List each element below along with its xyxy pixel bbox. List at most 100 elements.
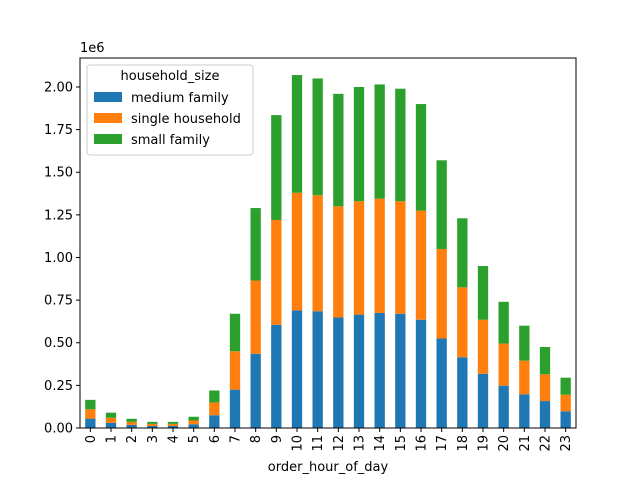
bar-small-family-17 <box>436 160 447 249</box>
legend-label-small-family: small family <box>131 133 210 148</box>
bar-medium-family-16 <box>415 319 427 428</box>
bar-single-household-18 <box>457 287 468 358</box>
y-tick-label: 1.75 <box>44 123 73 138</box>
x-tick-label: 5 <box>187 435 202 443</box>
bar-small-family-5 <box>188 416 199 421</box>
x-tick-label: 21 <box>518 435 533 452</box>
bar-single-household-3 <box>147 423 158 426</box>
x-tick-label: 9 <box>270 435 285 443</box>
bar-single-household-9 <box>271 219 282 325</box>
bar-small-family-12 <box>333 93 344 207</box>
bar-small-family-20 <box>498 301 509 344</box>
bar-medium-family-4 <box>167 425 179 428</box>
legend-swatch-single-household <box>94 113 122 123</box>
x-tick-label: 11 <box>311 435 326 452</box>
bar-medium-family-15 <box>395 313 406 428</box>
bar-single-household-10 <box>291 192 303 311</box>
x-tick-label: 17 <box>435 435 450 452</box>
bar-medium-family-19 <box>477 373 489 428</box>
x-tick-label: 12 <box>332 435 347 452</box>
bar-medium-family-2 <box>126 424 137 428</box>
x-tick-label: 8 <box>249 435 264 443</box>
bar-small-family-22 <box>539 347 551 375</box>
bar-medium-family-12 <box>333 317 344 428</box>
bar-single-household-5 <box>188 420 199 425</box>
bar-small-family-1 <box>105 412 117 418</box>
bar-small-family-16 <box>415 104 427 211</box>
y-tick-label: 2.00 <box>44 80 73 95</box>
bar-medium-family-10 <box>291 310 303 428</box>
legend: household_size medium family single house… <box>86 64 254 156</box>
bar-single-household-11 <box>312 195 323 312</box>
bar-small-family-3 <box>147 421 158 424</box>
bar-medium-family-20 <box>498 385 509 428</box>
legend-frame <box>86 64 254 156</box>
x-tick-label: 14 <box>373 435 388 452</box>
x-tick-label: 6 <box>208 435 223 443</box>
bar-small-family-9 <box>271 115 282 220</box>
bar-single-household-14 <box>374 198 385 313</box>
bar-medium-family-22 <box>539 401 551 428</box>
x-tick-label: 0 <box>84 435 99 443</box>
bar-single-household-4 <box>167 423 179 426</box>
bar-medium-family-11 <box>312 311 323 428</box>
bar-medium-family-3 <box>147 425 158 428</box>
bar-medium-family-8 <box>250 353 261 428</box>
bar-small-family-0 <box>85 399 96 410</box>
bar-single-household-15 <box>395 201 406 314</box>
bar-small-family-23 <box>560 377 571 395</box>
bar-small-family-8 <box>250 208 261 281</box>
x-tick-label: 10 <box>291 435 306 452</box>
x-tick-label: 20 <box>497 435 512 452</box>
y-tick-label: 0.00 <box>44 422 73 437</box>
bar-small-family-21 <box>519 325 530 361</box>
bar-small-family-19 <box>477 266 489 320</box>
bar-small-family-2 <box>126 418 137 422</box>
y-tick-label: 0.50 <box>44 336 73 351</box>
bar-small-family-13 <box>353 86 365 202</box>
bar-single-household-0 <box>85 409 96 419</box>
x-tick-label: 18 <box>456 435 471 452</box>
bar-single-household-21 <box>519 360 530 395</box>
bar-single-household-8 <box>250 280 261 354</box>
bar-medium-family-9 <box>271 324 282 428</box>
bar-medium-family-1 <box>105 422 117 428</box>
bar-single-household-19 <box>477 319 489 374</box>
bar-medium-family-14 <box>374 312 385 428</box>
bar-medium-family-0 <box>85 418 96 428</box>
bar-single-household-22 <box>539 374 551 402</box>
y-tick-label: 1.00 <box>44 251 73 266</box>
bar-medium-family-13 <box>353 314 365 428</box>
bar-single-household-12 <box>333 206 344 318</box>
x-tick-label: 16 <box>415 435 430 452</box>
bar-single-household-2 <box>126 421 137 425</box>
bar-small-family-7 <box>229 313 241 352</box>
bar-single-household-16 <box>415 210 427 320</box>
y-tick-label: 1.25 <box>44 208 73 223</box>
y-tick-label: 0.25 <box>44 379 73 394</box>
bar-small-family-18 <box>457 218 468 288</box>
bar-small-family-10 <box>291 75 303 193</box>
bar-medium-family-18 <box>457 357 468 428</box>
legend-title: household_size <box>121 69 220 84</box>
bars-layer <box>85 75 571 428</box>
bar-medium-family-21 <box>519 394 530 428</box>
legend-label-medium-family: medium family <box>131 91 229 106</box>
axes-layer: 0.00 0.25 0.50 0.75 1.00 1.25 1.50 1.75 2.00 0 1 2 3… <box>44 57 577 452</box>
y-tick-label: 1.50 <box>44 166 73 181</box>
bar-medium-family-7 <box>229 389 241 428</box>
x-tick-label: 3 <box>146 435 161 443</box>
y-scale-label: 1e6 <box>80 41 105 56</box>
bar-small-family-4 <box>167 421 179 424</box>
x-tick-label: 2 <box>125 435 140 443</box>
bar-single-household-23 <box>560 394 571 412</box>
legend-swatch-small-family <box>94 134 122 144</box>
bar-medium-family-23 <box>560 411 571 428</box>
y-tick-label: 0.75 <box>44 294 73 309</box>
x-tick-label: 15 <box>394 435 409 452</box>
bar-small-family-11 <box>312 78 323 196</box>
legend-swatch-medium-family <box>94 92 122 102</box>
bar-single-household-20 <box>498 343 509 386</box>
